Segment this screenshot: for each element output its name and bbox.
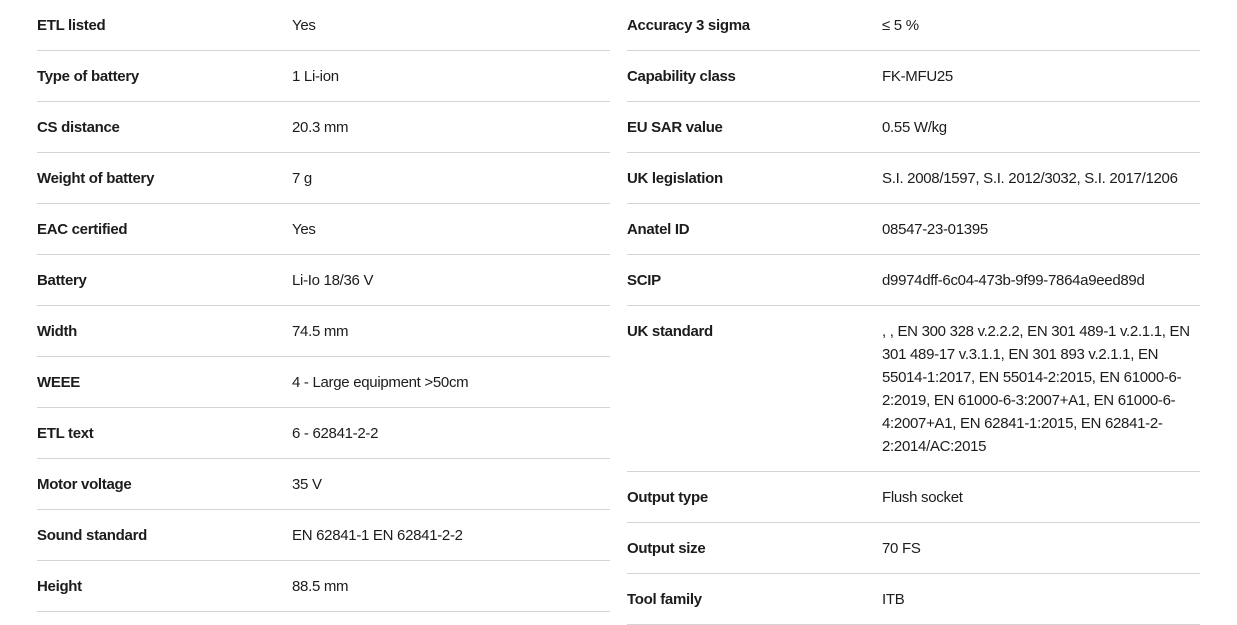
- spec-value: EN 62841-1 EN 62841-2-2: [292, 527, 463, 544]
- spec-label: Width: [37, 323, 78, 340]
- spec-row: Accuracy 3 sigma ≤ 5 %: [627, 0, 1200, 51]
- spec-value: ITB: [882, 591, 905, 608]
- spec-row: Tool family ITB: [627, 574, 1200, 625]
- spec-table-right: Accuracy 3 sigma ≤ 5 % Capability class FK-…: [627, 0, 1200, 625]
- spec-label: Type of battery: [37, 68, 139, 85]
- spec-row: Output size 70 FS: [627, 523, 1200, 574]
- spec-value: 35 V: [292, 476, 322, 493]
- spec-label: Height: [37, 578, 82, 595]
- spec-value: 7 g: [292, 170, 312, 187]
- spec-value: 74.5 mm: [292, 323, 349, 340]
- spec-value: S.I. 2008/1597, S.I. 2012/3032, S.I. 201…: [882, 170, 1178, 187]
- spec-row: Sound standard EN 62841-1 EN 62841-2-2: [37, 510, 610, 561]
- spec-label: ETL listed: [37, 17, 106, 34]
- spec-value: 20.3 mm: [292, 119, 349, 136]
- spec-row: Battery Li-Io 18/36 V: [37, 255, 610, 306]
- spec-row: Output type Flush socket: [627, 472, 1200, 523]
- spec-label: Weight of battery: [37, 170, 155, 187]
- spec-label: Output type: [627, 489, 708, 506]
- spec-label: Motor voltage: [37, 476, 132, 493]
- spec-row: CS distance 20.3 mm: [37, 102, 610, 153]
- spec-label: EAC certified: [37, 221, 128, 238]
- spec-row: Weight of battery 7 g: [37, 153, 610, 204]
- spec-label: ETL text: [37, 425, 94, 442]
- spec-value: 1 Li-ion: [292, 68, 339, 85]
- spec-row: ETL listed Yes: [37, 0, 610, 51]
- spec-row: EU SAR value 0.55 W/kg: [627, 102, 1200, 153]
- spec-value: d9974dff-6c04-473b-9f99-7864a9eed89d: [882, 272, 1145, 289]
- spec-value: 4 - Large equipment >50cm: [292, 374, 469, 391]
- spec-label: EU SAR value: [627, 119, 723, 136]
- spec-value: Li-Io 18/36 V: [292, 272, 374, 289]
- spec-row: Width 74.5 mm: [37, 306, 610, 357]
- spec-label: Anatel ID: [627, 221, 690, 238]
- spec-label: Battery: [37, 272, 87, 289]
- spec-row: Anatel ID 08547-23-01395: [627, 204, 1200, 255]
- spec-label: Capability class: [627, 68, 736, 85]
- spec-label: Sound standard: [37, 527, 147, 544]
- spec-row: EAC certified Yes: [37, 204, 610, 255]
- spec-table-left: ETL listed Yes Type of battery 1 Li-ion CS d…: [37, 0, 610, 625]
- spec-label: UK legislation: [627, 170, 723, 187]
- spec-label: Output size: [627, 540, 706, 557]
- spec-row: UK standard , , EN 300 328 v.2.2.2, EN 30…: [627, 306, 1200, 472]
- spec-label: SCIP: [627, 272, 661, 289]
- spec-value: 08547-23-01395: [882, 221, 988, 238]
- spec-label: WEEE: [37, 374, 80, 391]
- spec-value: 6 - 62841-2-2: [292, 425, 379, 442]
- spec-value: 88.5 mm: [292, 578, 349, 595]
- spec-row: UK legislation S.I. 2008/1597, S.I. 2012/…: [627, 153, 1200, 204]
- spec-row: Motor voltage 35 V: [37, 459, 610, 510]
- spec-row: Type of battery 1 Li-ion: [37, 51, 610, 102]
- spec-label: Tool family: [627, 591, 702, 608]
- spec-row: WEEE 4 - Large equipment >50cm: [37, 357, 610, 408]
- spec-row: Capability class FK-MFU25: [627, 51, 1200, 102]
- spec-value: Yes: [292, 221, 316, 238]
- spec-value: 0.55 W/kg: [882, 119, 947, 136]
- spec-row: ETL text 6 - 62841-2-2: [37, 408, 610, 459]
- spec-value: Yes: [292, 17, 316, 34]
- spec-label: UK standard: [627, 323, 713, 340]
- spec-row: SCIP d9974dff-6c04-473b-9f99-7864a9eed89d: [627, 255, 1200, 306]
- spec-row: Height 88.5 mm: [37, 561, 610, 612]
- spec-value: 70 FS: [882, 540, 921, 557]
- spec-label: CS distance: [37, 119, 120, 136]
- spec-value: Flush socket: [882, 489, 963, 506]
- spec-label: Accuracy 3 sigma: [627, 17, 750, 34]
- spec-value: , , EN 300 328 v.2.2.2, EN 301 489-1 v.2…: [882, 323, 1190, 455]
- spec-value: FK-MFU25: [882, 68, 953, 85]
- spec-value: ≤ 5 %: [882, 17, 919, 34]
